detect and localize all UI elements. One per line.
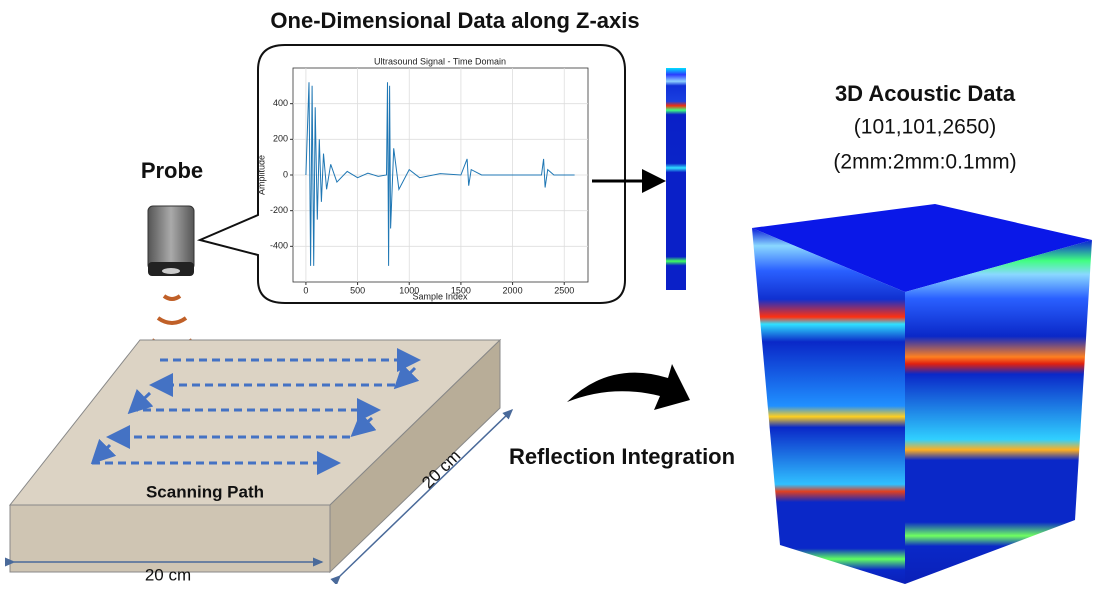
volume-spacing: (2mm:2mm:0.1mm) bbox=[833, 151, 1016, 174]
y-tick-label: 200 bbox=[273, 134, 288, 144]
a-scan-strip bbox=[666, 68, 686, 290]
x-tick-label: 2000 bbox=[503, 285, 523, 295]
width-label: 20 cm bbox=[145, 565, 191, 584]
y-tick-label: 400 bbox=[273, 98, 288, 108]
page: { "header": {"title": "One-Dimensional D… bbox=[0, 0, 1102, 584]
x-tick-label: 500 bbox=[350, 285, 365, 295]
y-axis-label: Amplitude bbox=[256, 155, 266, 195]
scan-label: Scanning Path bbox=[146, 482, 264, 501]
volume-title: 3D Acoustic Data bbox=[835, 81, 1016, 106]
probe-body bbox=[148, 206, 194, 270]
x-tick-label: 1000 bbox=[399, 285, 419, 295]
probe-lens bbox=[162, 268, 180, 274]
inset-title: Ultrasound Signal - Time Domain bbox=[374, 56, 506, 66]
title: One-Dimensional Data along Z-axis bbox=[270, 8, 639, 33]
probe-label: Probe bbox=[141, 158, 203, 183]
x-tick-label: 0 bbox=[303, 285, 308, 295]
diagram: One-Dimensional Data along Z-axis Ultras… bbox=[0, 0, 1102, 584]
x-tick-label: 2500 bbox=[554, 285, 574, 295]
process-label: Reflection Integration bbox=[509, 444, 735, 469]
y-tick-label: 0 bbox=[283, 169, 288, 179]
y-tick-label: -200 bbox=[270, 205, 288, 215]
volume-shape: (101,101,2650) bbox=[854, 116, 996, 139]
x-tick-label: 1500 bbox=[451, 285, 471, 295]
cube-right bbox=[905, 240, 1092, 584]
waves bbox=[152, 296, 192, 347]
curved-arrow bbox=[567, 364, 690, 410]
y-tick-label: -400 bbox=[270, 241, 288, 251]
